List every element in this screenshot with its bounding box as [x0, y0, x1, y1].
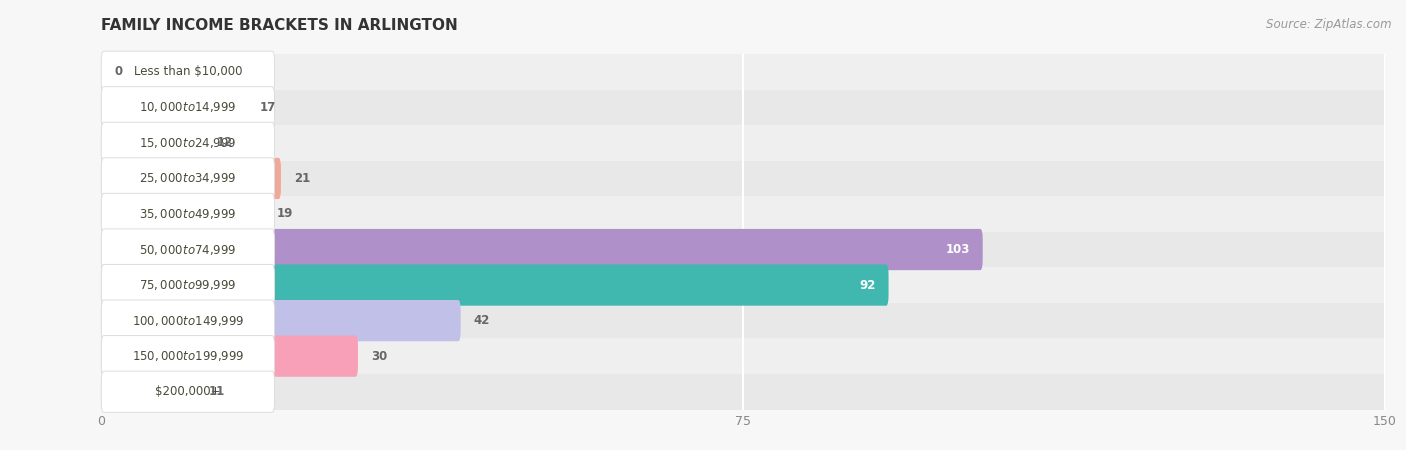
- Bar: [101, 161, 1385, 196]
- Bar: [101, 90, 1385, 125]
- Text: 11: 11: [208, 385, 225, 398]
- FancyBboxPatch shape: [101, 122, 204, 163]
- Text: 19: 19: [277, 207, 292, 220]
- Text: $150,000 to $199,999: $150,000 to $199,999: [132, 349, 245, 363]
- FancyBboxPatch shape: [101, 158, 274, 199]
- FancyBboxPatch shape: [101, 300, 461, 341]
- Text: Less than $10,000: Less than $10,000: [134, 65, 242, 78]
- Text: 92: 92: [859, 279, 876, 292]
- FancyBboxPatch shape: [101, 194, 264, 234]
- Text: $75,000 to $99,999: $75,000 to $99,999: [139, 278, 236, 292]
- FancyBboxPatch shape: [101, 371, 195, 412]
- Text: Source: ZipAtlas.com: Source: ZipAtlas.com: [1267, 18, 1392, 31]
- FancyBboxPatch shape: [101, 51, 274, 92]
- FancyBboxPatch shape: [101, 122, 274, 163]
- FancyBboxPatch shape: [101, 194, 274, 234]
- Text: 12: 12: [217, 136, 233, 149]
- Bar: [101, 54, 1385, 90]
- Bar: [101, 125, 1385, 161]
- Text: $100,000 to $149,999: $100,000 to $149,999: [132, 314, 245, 328]
- FancyBboxPatch shape: [101, 371, 274, 412]
- Text: 42: 42: [474, 314, 489, 327]
- Text: $25,000 to $34,999: $25,000 to $34,999: [139, 171, 236, 185]
- Text: $35,000 to $49,999: $35,000 to $49,999: [139, 207, 236, 221]
- Bar: [101, 338, 1385, 374]
- FancyBboxPatch shape: [101, 229, 274, 270]
- Text: $15,000 to $24,999: $15,000 to $24,999: [139, 136, 236, 150]
- Text: 21: 21: [294, 172, 311, 185]
- Bar: [101, 374, 1385, 410]
- Text: $50,000 to $74,999: $50,000 to $74,999: [139, 243, 236, 256]
- FancyBboxPatch shape: [101, 265, 889, 306]
- Bar: [101, 196, 1385, 232]
- Bar: [101, 232, 1385, 267]
- Text: $10,000 to $14,999: $10,000 to $14,999: [139, 100, 236, 114]
- Bar: [101, 303, 1385, 338]
- Text: 30: 30: [371, 350, 387, 363]
- Text: 0: 0: [114, 65, 122, 78]
- FancyBboxPatch shape: [101, 87, 274, 128]
- FancyBboxPatch shape: [101, 300, 274, 341]
- Bar: [101, 267, 1385, 303]
- FancyBboxPatch shape: [101, 87, 246, 128]
- FancyBboxPatch shape: [101, 229, 983, 270]
- Text: FAMILY INCOME BRACKETS IN ARLINGTON: FAMILY INCOME BRACKETS IN ARLINGTON: [101, 18, 458, 33]
- Text: 103: 103: [945, 243, 970, 256]
- FancyBboxPatch shape: [101, 158, 281, 199]
- Text: $200,000+: $200,000+: [155, 385, 221, 398]
- FancyBboxPatch shape: [101, 336, 274, 377]
- FancyBboxPatch shape: [101, 265, 274, 306]
- FancyBboxPatch shape: [101, 336, 359, 377]
- Text: 17: 17: [260, 101, 276, 114]
